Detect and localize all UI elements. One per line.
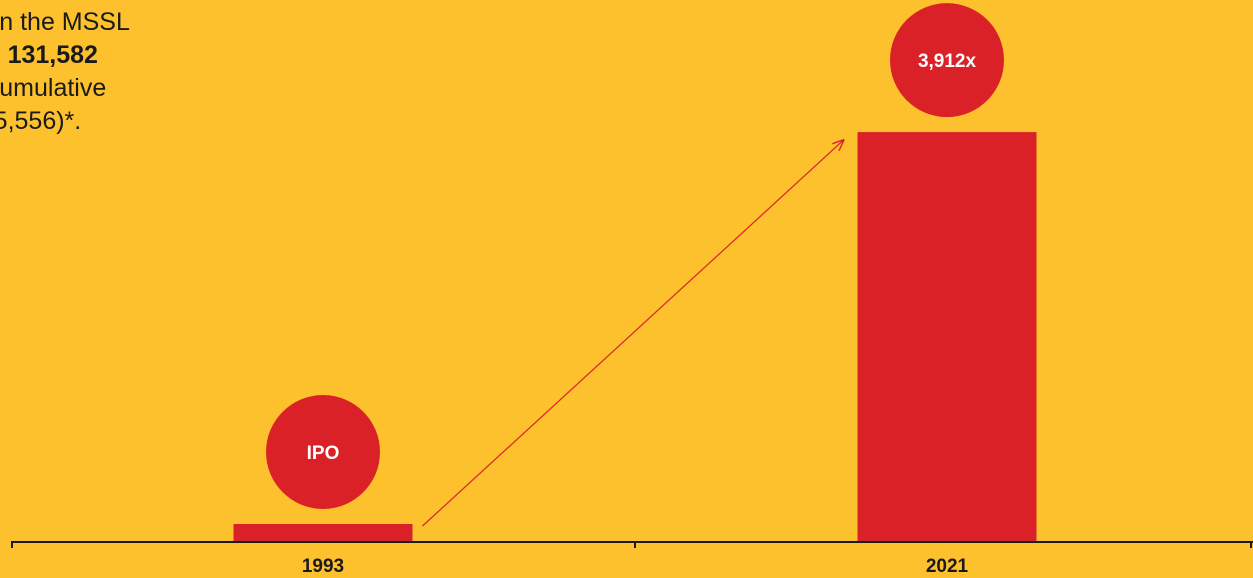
growth-arrow <box>422 140 844 527</box>
bubble-label-2021: 3,912x <box>918 51 977 72</box>
intro-text: ted in the MSSL JSD 131,582 ng cumulativ… <box>0 6 332 138</box>
bar-2021 <box>857 132 1037 542</box>
intro-line-4: SD 5,556)*. <box>0 107 82 135</box>
bubble-2021 <box>890 3 1004 118</box>
bubble-label-1993: IPO <box>307 443 340 464</box>
bubble-1993 <box>266 395 380 509</box>
intro-line-3: ng cumulative <box>0 74 107 102</box>
x-tick-label-2021: 2021 <box>926 556 969 577</box>
bar-1993 <box>233 524 413 541</box>
intro-line-2-highlight: JSD 131,582 <box>0 41 98 69</box>
intro-line-1: ted in the MSSL <box>0 8 130 36</box>
x-tick-label-1993: 1993 <box>302 556 344 577</box>
